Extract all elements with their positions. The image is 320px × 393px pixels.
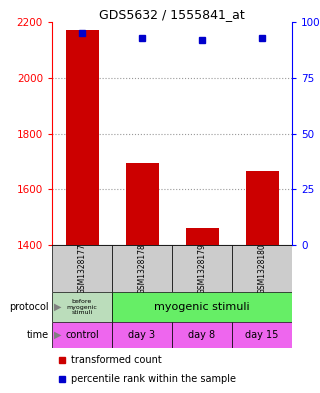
Bar: [172, 322, 232, 348]
Text: protocol: protocol: [9, 302, 49, 312]
Text: time: time: [27, 330, 49, 340]
Text: GSM1328179: GSM1328179: [197, 243, 206, 294]
Text: transformed count: transformed count: [71, 355, 162, 365]
Bar: [52, 322, 112, 348]
Bar: [112, 322, 172, 348]
Text: before
myogenic
stimuli: before myogenic stimuli: [67, 299, 97, 315]
Text: day 15: day 15: [245, 330, 279, 340]
Bar: [186, 228, 219, 245]
Text: day 3: day 3: [128, 330, 156, 340]
Text: GSM1328177: GSM1328177: [77, 243, 86, 294]
Text: ▶: ▶: [54, 330, 61, 340]
Text: percentile rank within the sample: percentile rank within the sample: [71, 374, 236, 384]
Text: myogenic stimuli: myogenic stimuli: [154, 302, 250, 312]
Bar: [66, 30, 99, 245]
Text: ▶: ▶: [54, 302, 61, 312]
Text: GSM1328178: GSM1328178: [138, 243, 147, 294]
Bar: [112, 292, 292, 322]
Bar: [52, 292, 112, 322]
Bar: [232, 245, 292, 292]
Bar: [245, 171, 278, 245]
Text: day 8: day 8: [188, 330, 216, 340]
Bar: [52, 245, 112, 292]
Text: control: control: [65, 330, 99, 340]
Title: GDS5632 / 1555841_at: GDS5632 / 1555841_at: [99, 8, 245, 21]
Bar: [112, 245, 172, 292]
Bar: [172, 245, 232, 292]
Text: GSM1328180: GSM1328180: [258, 243, 267, 294]
Bar: [232, 322, 292, 348]
Bar: [125, 163, 158, 245]
